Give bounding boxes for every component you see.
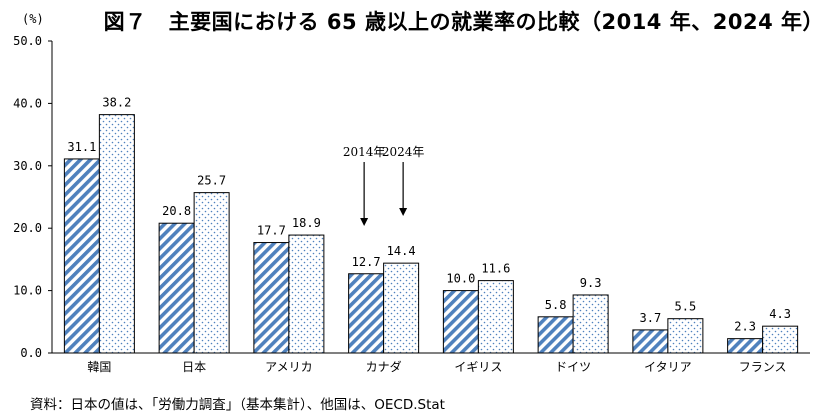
data-label: 18.9 [292, 216, 321, 230]
source-note: 資料：日本の値は、「労働力調査」（基本集計）、他国は、OECD.Stat [30, 397, 445, 413]
y-tick-label: 50.0 [13, 34, 42, 48]
category-label: 日本 [182, 360, 206, 374]
category-label: 韓国 [87, 360, 111, 374]
y-tick-label: 40.0 [13, 96, 42, 110]
data-label: 17.7 [257, 224, 286, 238]
data-label: 4.3 [769, 307, 791, 321]
data-label: 5.8 [545, 298, 567, 312]
bar-2024-4 [383, 262, 420, 354]
y-tick-label: 20.0 [13, 221, 42, 235]
bar-2014-2 [158, 222, 195, 354]
bar-2014-6 [537, 316, 574, 354]
bar-chart: (%) 0.0 10.0 20.0 30.0 40.0 50.0 31.1 38.2 20.8… [13, 12, 810, 374]
bar-2024-7 [667, 318, 704, 354]
data-label: 10.0 [446, 272, 475, 286]
bar-2014-5 [442, 290, 479, 354]
data-label: 5.5 [675, 300, 697, 314]
category-label: フランス [739, 360, 787, 374]
category-label: アメリカ [265, 360, 312, 374]
annotation-arrow-head [360, 218, 369, 226]
bar-2014-4 [348, 273, 385, 354]
y-tick-label: 0.0 [20, 346, 42, 360]
data-label: 20.8 [162, 204, 191, 218]
chart-title-text: 主要国における 65 歳以上の就業率の比較（2014 年、2024 年） [168, 10, 824, 34]
category-label: ドイツ [555, 360, 591, 374]
bar-2014-7 [632, 329, 669, 354]
chart-title: 図７ 主要国における 65 歳以上の就業率の比較（2014 年、2024 年） [0, 6, 838, 36]
data-label: 11.6 [481, 262, 510, 276]
y-axis-unit: (%) [22, 12, 44, 26]
annotation-arrow-head [399, 208, 408, 216]
data-label: 12.7 [352, 255, 381, 269]
bar-2024-3 [288, 234, 325, 354]
figure-number: 図７ [103, 10, 147, 34]
annotation-label-2014: 2014年 [343, 145, 386, 159]
category-label: カナダ [366, 359, 402, 374]
bar-2024-5 [477, 280, 514, 354]
data-label: 14.4 [387, 244, 416, 258]
data-label: 3.7 [640, 311, 662, 325]
y-tick-label: 30.0 [13, 159, 42, 173]
annotation-label-2024: 2024年 [382, 145, 425, 159]
y-tick-label: 10.0 [13, 284, 42, 298]
bar-2024-6 [572, 294, 609, 354]
bar-2014-1 [63, 158, 100, 354]
category-label: イタリア [644, 360, 692, 374]
data-label: 25.7 [197, 174, 226, 188]
data-label: 2.3 [734, 320, 756, 334]
data-label: 38.2 [102, 96, 131, 110]
bar-2024-8 [762, 325, 799, 354]
bar-2014-3 [253, 242, 290, 354]
bar-2014-8 [727, 338, 764, 354]
bar-2024-2 [193, 192, 230, 354]
data-label: 31.1 [67, 140, 96, 154]
data-label: 9.3 [580, 276, 602, 290]
category-label: イギリス [454, 360, 502, 374]
bar-2024-1 [98, 114, 135, 354]
